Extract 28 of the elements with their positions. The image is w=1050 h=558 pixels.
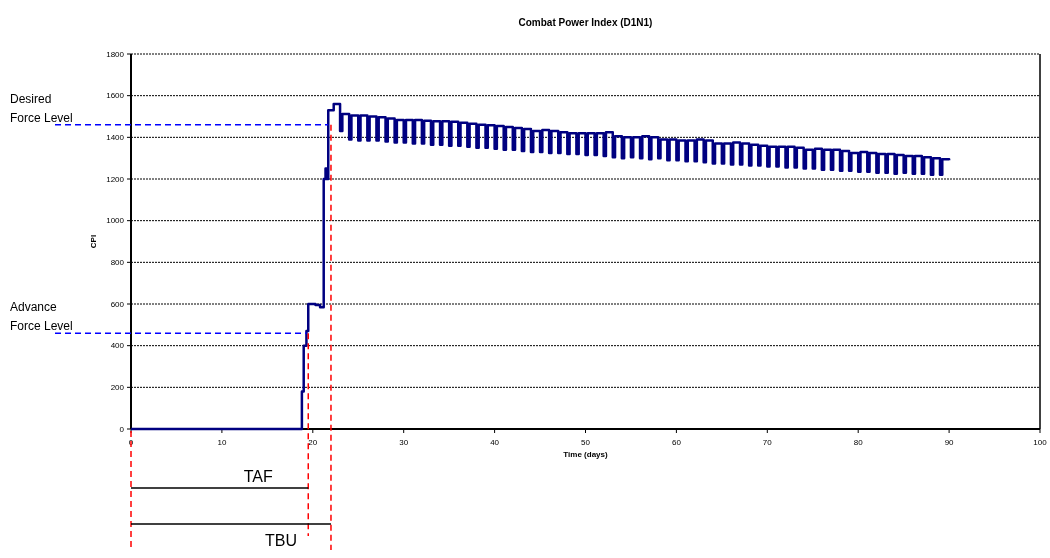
x-axis-title: Time (days) [563, 450, 608, 459]
x-tick-label: 10 [217, 438, 227, 447]
x-tick-label: 60 [671, 438, 682, 447]
ref-line-label: Desired Force Level [10, 91, 73, 125]
y-tick-label: 200 [110, 383, 125, 393]
x-tick-label: 50 [581, 438, 591, 447]
y-tick-label: 0 [119, 424, 125, 434]
y-tick-label: 600 [110, 299, 125, 309]
y-tick-label: 1200 [106, 174, 125, 184]
y-tick-label: 1600 [106, 91, 125, 101]
chart-title: Combat Power Index (D1N1) [518, 17, 653, 28]
x-tick-label: 20 [308, 438, 318, 447]
x-tick-label: 40 [490, 438, 500, 447]
x-tick-label: 30 [399, 438, 409, 447]
ref-line-label: TBU [264, 532, 297, 549]
x-tick-label: 70 [762, 438, 773, 447]
y-tick-label: 1800 [106, 49, 125, 59]
x-tick-label: 90 [944, 438, 955, 447]
ref-line-label: TAF [243, 468, 273, 485]
x-tick-label: 80 [853, 438, 864, 447]
x-tick-label: 0 [128, 438, 134, 447]
y-tick-label: 1000 [106, 216, 125, 226]
x-tick-label: 100 [1033, 438, 1048, 447]
y-axis-title: CPI [89, 234, 98, 249]
y-tick-label: 1400 [106, 133, 125, 143]
ref-line-label: Advance Force Level [10, 300, 73, 334]
y-tick-label: 800 [110, 258, 125, 268]
y-tick-label: 400 [110, 341, 125, 351]
